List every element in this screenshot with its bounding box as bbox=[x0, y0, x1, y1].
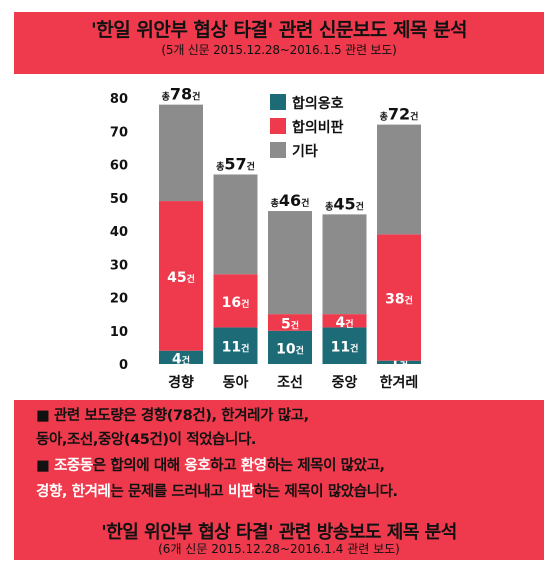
y-tick-label: 30 bbox=[110, 258, 128, 273]
legend-label: 합의비판 bbox=[292, 119, 344, 136]
note-line-1: ■ 관련 보도량은 경향(78건), 한겨레가 많고, bbox=[36, 408, 309, 424]
x-category-label: 중앙 bbox=[332, 374, 358, 391]
x-category-label: 경향 bbox=[168, 374, 194, 391]
note-4-part-3: 하는 제목이 많았습니다. bbox=[253, 484, 398, 500]
legend-swatch bbox=[270, 142, 286, 158]
legend-label: 합의옹호 bbox=[292, 95, 344, 112]
y-tick-label: 80 bbox=[110, 92, 128, 107]
total-label: 총78건 bbox=[162, 85, 201, 104]
bar-segment-합의비판 bbox=[268, 314, 312, 331]
total-label: 총72건 bbox=[380, 105, 419, 124]
legend-label: 기타 bbox=[292, 144, 318, 160]
segment-value-label: 10건 bbox=[276, 341, 304, 357]
bar-segment-합의옹호 bbox=[213, 327, 258, 364]
x-category-label: 한겨레 bbox=[380, 375, 419, 391]
y-tick-label: 40 bbox=[110, 225, 128, 240]
segment-value-label: 38건 bbox=[385, 292, 413, 308]
note-4-highlight-papers: 경향, 한겨레 bbox=[36, 484, 111, 500]
bar-segment-기타 bbox=[377, 124, 421, 235]
segment-value-label: 4건 bbox=[335, 315, 353, 331]
bar-segment-합의비판 bbox=[159, 201, 203, 351]
legend-swatch bbox=[270, 118, 286, 134]
note-3-part-2: 은 합의에 대해 bbox=[92, 458, 185, 474]
legend-swatch bbox=[270, 94, 286, 110]
bar-segment-합의비판 bbox=[377, 234, 421, 361]
bar-segment-합의옹호 bbox=[377, 360, 421, 364]
bar-segment-기타 bbox=[213, 174, 258, 275]
segment-value-label: 5건 bbox=[281, 316, 299, 332]
segment-value-label: 1건 bbox=[390, 356, 408, 372]
x-category-label: 조선 bbox=[277, 375, 303, 391]
bar-segment-기타 bbox=[268, 211, 312, 315]
note-3-highlight-hwanyeong: 환영 bbox=[240, 458, 267, 474]
x-category-label: 동아 bbox=[223, 374, 249, 391]
bar-segment-합의옹호 bbox=[322, 327, 367, 364]
segment-value-label: 4건 bbox=[172, 351, 190, 367]
y-tick-label: 0 bbox=[119, 358, 128, 373]
bar-segment-기타 bbox=[322, 214, 367, 315]
y-tick-label: 50 bbox=[110, 192, 128, 207]
footer-title: '한일 위안부 협상 타결' 관련 방송보도 제목 분석 bbox=[101, 522, 457, 543]
y-tick-label: 60 bbox=[110, 159, 128, 174]
note-line-3: ■ 조중동은 합의에 대해 옹호하고 환영하는 제목이 많았고, bbox=[36, 456, 385, 476]
note-3-part-4: 하고 bbox=[210, 458, 241, 474]
total-label: 총57건 bbox=[216, 154, 255, 173]
note-3-part-0: ■ bbox=[36, 458, 54, 474]
note-4-part-1: 는 문제를 드러내고 bbox=[110, 484, 228, 500]
bar-segment-합의옹호 bbox=[268, 330, 312, 364]
page-title: '한일 위안부 협상 타결' 관련 신문보도 제목 분석 bbox=[90, 19, 468, 41]
segment-value-label: 11건 bbox=[222, 340, 250, 356]
y-tick-label: 20 bbox=[110, 292, 128, 307]
bar-segment-합의비판 bbox=[213, 274, 258, 328]
bar-segment-합의옹호 bbox=[159, 350, 203, 364]
total-label: 총45건 bbox=[325, 194, 364, 213]
note-3-highlight-ongho: 옹호 bbox=[184, 458, 211, 474]
header-banner: '한일 위안부 협상 타결' 관련 신문보도 제목 분석 (5개 신문 2015… bbox=[14, 12, 544, 74]
footer-subtitle: (6개 신문 2015.12.28~2016.1.4 관련 보도) bbox=[158, 542, 400, 556]
page-subtitle: (5개 신문 2015.12.28~2016.1.5 관련 보도) bbox=[161, 43, 397, 57]
bar-segment-합의비판 bbox=[322, 314, 367, 328]
segment-value-label: 11건 bbox=[331, 340, 359, 356]
y-tick-label: 10 bbox=[110, 325, 128, 340]
note-line-2: 동아,조선,중앙(45건)이 적었습니다. bbox=[36, 432, 257, 448]
y-tick-label: 70 bbox=[110, 125, 128, 140]
bar-segment-기타 bbox=[159, 104, 203, 202]
segment-value-label: 16건 bbox=[222, 295, 250, 311]
note-4-highlight-bipan: 비판 bbox=[227, 484, 254, 500]
segment-value-label: 45건 bbox=[167, 270, 195, 286]
note-3-part-6: 하는 제목이 많았고, bbox=[266, 458, 385, 474]
note-line-4: 경향, 한겨레는 문제를 드러내고 비판하는 제목이 많았습니다. bbox=[36, 482, 398, 502]
total-label: 총46건 bbox=[271, 191, 310, 210]
note-3-highlight-jojungdong: 조중동 bbox=[53, 458, 93, 474]
notes-banner: ■ 관련 보도량은 경향(78건), 한겨레가 많고, 동아,조선,중앙(45건… bbox=[14, 400, 544, 560]
